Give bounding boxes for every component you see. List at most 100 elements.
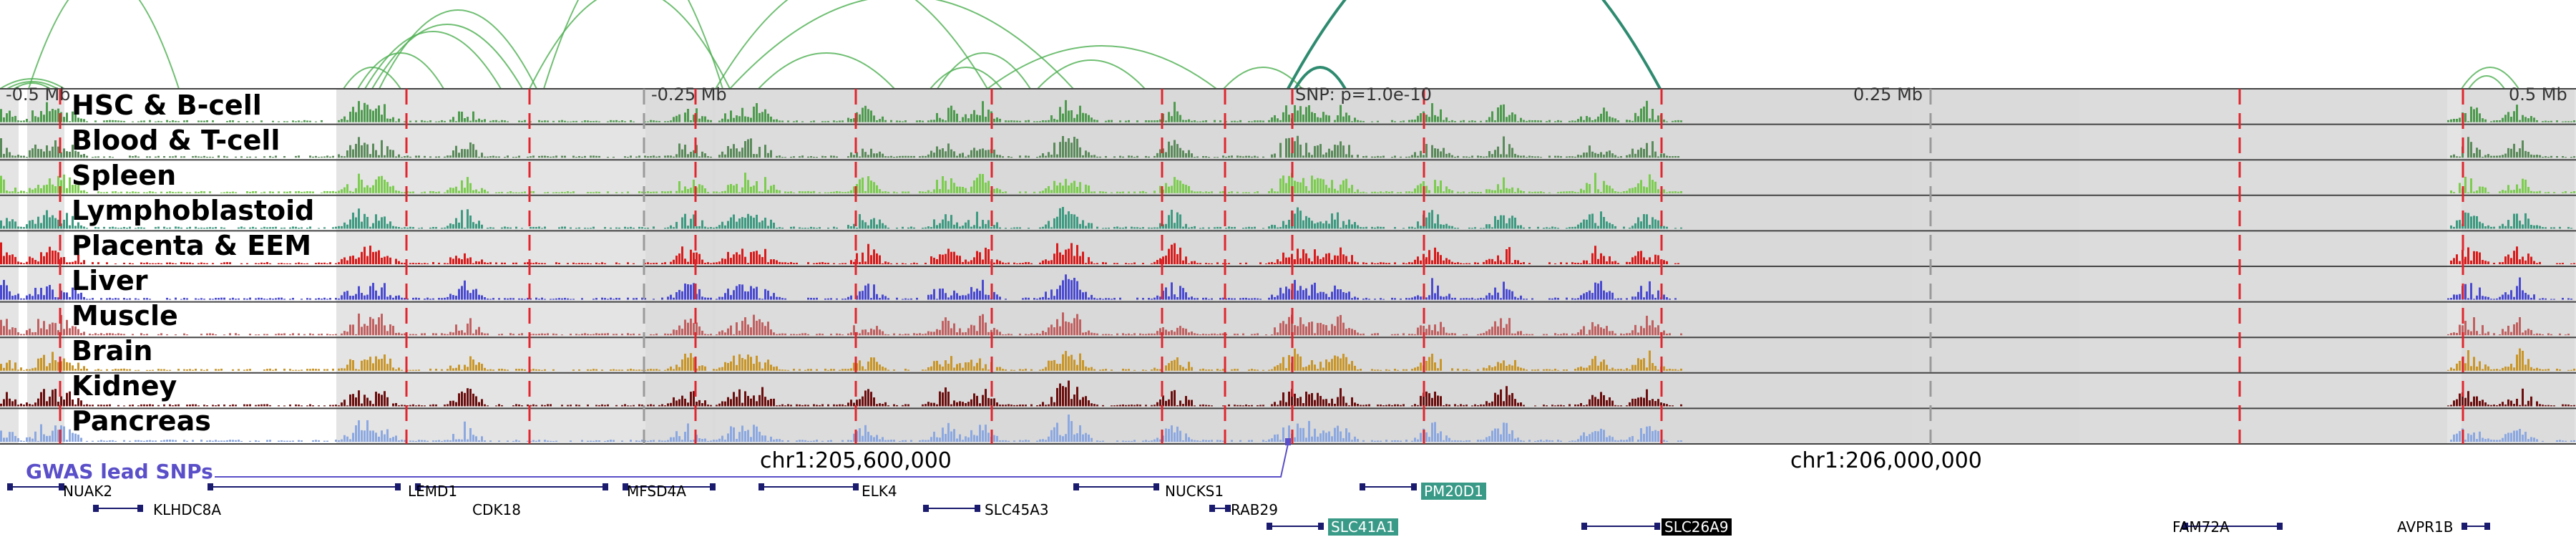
signal-bar	[587, 369, 589, 371]
signal-bar	[2522, 388, 2524, 407]
signal-bar	[1328, 330, 1330, 336]
signal-bar	[784, 298, 786, 300]
signal-bar	[1102, 334, 1104, 336]
signal-bar	[1360, 227, 1362, 229]
signal-bar	[1053, 253, 1055, 264]
signal-bar	[1511, 216, 1513, 229]
signal-bar	[1113, 156, 1116, 158]
signal-bar	[1322, 154, 1324, 158]
signal-bar	[306, 191, 308, 193]
signal-bar	[965, 222, 967, 229]
signal-bar	[664, 440, 666, 442]
signal-bar	[733, 254, 735, 264]
signal-bar	[973, 180, 975, 193]
signal-bar	[1354, 402, 1356, 407]
signal-bar	[77, 362, 79, 371]
signal-bar	[6, 252, 8, 264]
signal-bar	[716, 440, 718, 442]
signal-bar	[919, 156, 921, 158]
chromatin-loop-arcs	[0, 0, 2519, 90]
signal-bar	[827, 440, 829, 442]
signal-bar	[386, 331, 389, 336]
signal-bar	[853, 223, 855, 229]
signal-bar	[2522, 256, 2524, 264]
signal-bar	[381, 358, 383, 371]
signal-bar	[40, 392, 42, 407]
signal-bar	[243, 298, 245, 300]
signal-bar	[867, 225, 869, 229]
signal-bar	[893, 333, 895, 336]
signal-bar	[0, 138, 2, 158]
signal-bar	[1308, 364, 1310, 371]
signal-bar	[149, 440, 151, 442]
signal-bar	[2507, 367, 2509, 371]
signal-bar	[326, 369, 328, 371]
signal-bar	[1357, 120, 1359, 122]
signal-bar	[106, 440, 108, 442]
signal-bar	[738, 330, 741, 336]
signal-bar	[544, 440, 546, 442]
signal-bar	[1119, 405, 1121, 407]
signal-bar	[730, 217, 732, 229]
signal-bar	[1136, 404, 1138, 407]
signal-bar	[1297, 207, 1299, 229]
signal-bar	[1317, 369, 1319, 371]
signal-bar	[841, 120, 844, 122]
signal-bar	[1302, 290, 1304, 300]
signal-bar	[1125, 334, 1127, 336]
signal-bar	[206, 227, 208, 229]
signal-bar	[1008, 440, 1010, 442]
signal-bar	[973, 225, 975, 229]
signal-bar	[982, 101, 984, 122]
signal-bar	[432, 191, 434, 193]
signal-bar	[1073, 117, 1075, 122]
signal-bar	[418, 298, 420, 300]
signal-bar	[323, 262, 326, 264]
signal-bar	[933, 402, 935, 407]
signal-bar	[418, 440, 420, 442]
signal-bar	[675, 292, 678, 300]
signal-bar	[1451, 333, 1453, 336]
signal-bar	[561, 155, 563, 158]
signal-bar	[1039, 369, 1041, 371]
signal-bar	[1228, 155, 1230, 158]
signal-bar	[738, 389, 741, 407]
signal-bar	[1631, 120, 1634, 122]
signal-bar	[375, 432, 377, 442]
signal-bar	[1016, 227, 1018, 229]
signal-bar	[26, 295, 28, 300]
signal-bar	[2487, 405, 2489, 407]
signal-bar	[962, 367, 964, 371]
signal-bar	[793, 226, 795, 229]
signal-bar	[43, 215, 45, 229]
signal-bar	[355, 217, 357, 229]
signal-bar	[17, 120, 19, 122]
signal-bar	[879, 219, 881, 229]
signal-bar	[753, 364, 755, 371]
signal-bar	[1050, 430, 1053, 442]
signal-bar	[1291, 253, 1293, 264]
signal-bar	[764, 326, 766, 336]
signal-bar	[464, 332, 466, 336]
signal-bar	[389, 186, 391, 193]
signal-bar	[1073, 137, 1075, 158]
signal-bar	[821, 334, 824, 336]
signal-bar	[395, 369, 397, 371]
signal-bar	[1620, 298, 1622, 300]
signal-bar	[1251, 156, 1253, 158]
signal-bar	[1437, 285, 1439, 300]
signal-bar	[1528, 334, 1531, 336]
signal-bar	[859, 291, 861, 300]
signal-bar	[120, 369, 122, 371]
signal-bar	[512, 262, 514, 264]
signal-bar	[2504, 226, 2507, 229]
signal-bar	[673, 297, 675, 300]
signal-bar	[956, 438, 958, 442]
signal-bar	[472, 190, 474, 193]
signal-bar	[398, 332, 400, 336]
signal-bar	[1328, 223, 1330, 229]
signal-bar	[1105, 155, 1107, 158]
signal-bar	[467, 209, 469, 229]
signal-bar	[435, 192, 437, 193]
signal-bar	[779, 190, 781, 193]
